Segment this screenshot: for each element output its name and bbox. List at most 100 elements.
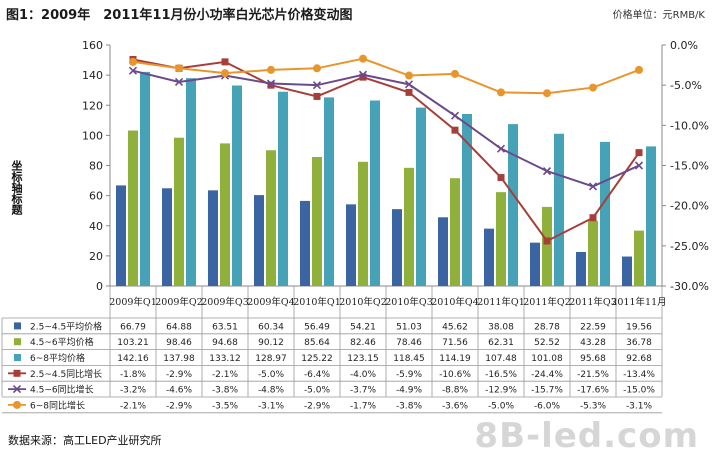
- line-series-3: [132, 57, 640, 95]
- data-cell: -2.9%: [166, 401, 193, 411]
- data-cell: -3.5%: [212, 401, 239, 411]
- data-cell: -3.7%: [350, 386, 377, 396]
- data-cell: 66.79: [120, 322, 146, 332]
- line-2-point: [174, 77, 184, 87]
- chart-title: 图1：2009年 2011年11月份小功率白光芯片价格变动图: [6, 8, 353, 23]
- bar-2: [588, 220, 598, 286]
- y2-tick-label: -10.0%: [670, 119, 709, 132]
- data-cell: 82.46: [350, 338, 376, 348]
- data-cell: -5.0%: [304, 386, 331, 396]
- data-cell: -5.0%: [488, 401, 515, 411]
- data-cell: -2.9%: [166, 370, 193, 380]
- data-cell: -15.7%: [531, 386, 563, 396]
- bar-2: [128, 130, 138, 286]
- bar-3: [416, 107, 426, 286]
- data-cell: 133.12: [209, 354, 241, 364]
- bar-3: [186, 78, 196, 286]
- data-cell: 71.56: [442, 338, 468, 348]
- bar-2: [174, 137, 184, 286]
- data-cell: 128.97: [255, 354, 287, 364]
- data-cell: 123.15: [347, 354, 379, 364]
- data-cell: -24.4%: [531, 370, 563, 380]
- x-tick-label: 2011年Q1: [477, 296, 525, 308]
- x-tick-label: 2010年Q2: [339, 296, 387, 308]
- data-cell: 114.19: [439, 354, 471, 364]
- data-cell: -2.9%: [304, 401, 331, 411]
- line-1-point: [267, 81, 275, 89]
- bar-1: [162, 188, 172, 286]
- y-tick-label: 80: [89, 160, 103, 173]
- data-cell: 125.22: [301, 354, 333, 364]
- data-cell: -15.0%: [623, 386, 655, 396]
- legend-label: 4.5~6同比增长: [30, 384, 94, 396]
- line-3-point: [497, 88, 505, 97]
- bar-3: [370, 100, 380, 286]
- data-cell: 118.45: [393, 354, 425, 364]
- legend-label: 4.5~6平均价格: [30, 336, 94, 348]
- bar-1: [438, 217, 448, 286]
- data-cell: 28.78: [534, 322, 560, 332]
- line-2-point: [634, 161, 644, 170]
- line-3-point: [589, 83, 597, 92]
- bar-3: [140, 71, 150, 287]
- data-cell: 63.51: [212, 322, 238, 332]
- watermark: 8B-led.com: [474, 416, 699, 456]
- line-2-point: [358, 70, 368, 79]
- data-cell: 52.52: [534, 338, 560, 348]
- bar-1: [622, 256, 632, 286]
- bar-1: [530, 242, 540, 286]
- bar-3: [600, 141, 610, 286]
- data-cell: 94.68: [212, 338, 238, 348]
- data-source: 数据来源：高工LED产业研究所: [8, 434, 162, 447]
- x-tick-label: 2009年Q2: [155, 296, 203, 308]
- data-cell: 137.98: [163, 354, 195, 364]
- y-tick-label: 140: [82, 69, 103, 82]
- data-cell: -3.8%: [212, 386, 239, 396]
- bar-1: [254, 195, 264, 286]
- bar-3: [324, 97, 334, 286]
- data-cell: -5.3%: [580, 401, 607, 411]
- line-1-point: [405, 88, 413, 96]
- legend-marker-5: [12, 385, 22, 394]
- data-cell: 101.08: [531, 354, 563, 364]
- data-cell: 103.21: [117, 338, 149, 348]
- data-cell: 38.08: [488, 322, 514, 332]
- bar-1: [346, 204, 356, 286]
- line-3-point: [543, 89, 551, 98]
- data-cell: -6.0%: [534, 401, 561, 411]
- bar-2: [358, 161, 368, 286]
- data-cell: 54.21: [350, 322, 376, 332]
- bar-3: [508, 124, 518, 287]
- data-cell: -3.6%: [442, 401, 469, 411]
- line-1-point: [313, 92, 321, 100]
- bar-1: [300, 200, 310, 286]
- y2-tick-label: 0.0%: [670, 39, 698, 52]
- line-1-point: [635, 149, 643, 157]
- data-cell: -2.1%: [212, 370, 239, 380]
- y-tick-label: 160: [82, 39, 103, 52]
- x-tick-label: 2010年Q3: [385, 296, 433, 308]
- data-cell: -10.6%: [439, 370, 471, 380]
- legend-label: 6~8平均价格: [30, 352, 85, 364]
- x-tick-label: 2009年Q4: [247, 296, 295, 308]
- legend-label: 2.5~4.5同比增长: [30, 368, 102, 380]
- y-tick-label: 0: [96, 280, 103, 293]
- data-cell: 45.62: [442, 322, 468, 332]
- data-cell: -5.9%: [396, 370, 423, 380]
- data-cell: -3.1%: [626, 401, 653, 411]
- line-2-point: [312, 81, 322, 90]
- x-tick-label: 2010年Q4: [431, 296, 479, 308]
- y2-tick-label: -25.0%: [670, 240, 709, 253]
- bar-1: [484, 228, 494, 286]
- data-cell: -3.8%: [396, 401, 423, 411]
- y-tick-label: 20: [89, 250, 103, 263]
- data-cell: -12.9%: [485, 386, 517, 396]
- legend-label: 2.5~4.5平均价格: [30, 320, 102, 332]
- legend-key-2: [14, 338, 21, 346]
- data-cell: -6.4%: [304, 370, 331, 380]
- data-cell: 85.64: [304, 338, 330, 348]
- y-tick-label: 100: [82, 129, 103, 142]
- bar-2: [450, 178, 460, 286]
- bar-2: [404, 167, 414, 286]
- line-1-point: [359, 73, 367, 81]
